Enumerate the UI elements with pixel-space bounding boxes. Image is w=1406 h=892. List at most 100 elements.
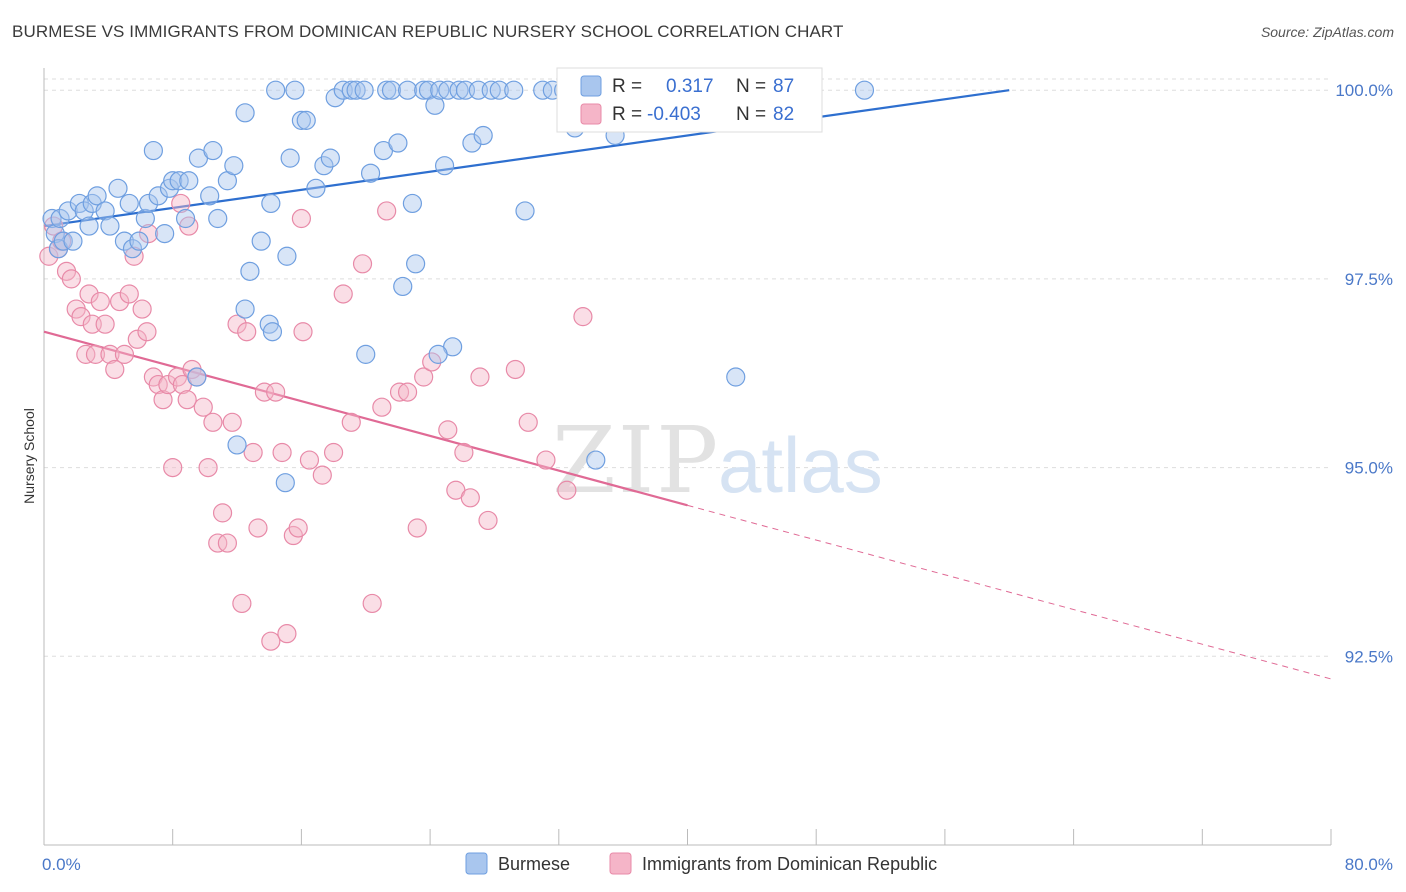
dominican-point bbox=[153, 390, 173, 410]
dominican-point bbox=[352, 254, 373, 274]
x-tick-min: 0.0% bbox=[42, 855, 81, 874]
burmese-point bbox=[377, 80, 397, 100]
burmese-point bbox=[280, 148, 300, 168]
legend-box: R = 0.317 N = 87 R = -0.403 N = 82 bbox=[556, 67, 823, 133]
dominican-point bbox=[557, 480, 577, 500]
burmese-point bbox=[381, 80, 402, 100]
burmese-point bbox=[266, 80, 286, 100]
burmese-point bbox=[208, 208, 228, 229]
dominican-point bbox=[124, 246, 144, 266]
dominican-point bbox=[79, 284, 99, 304]
burmese-point bbox=[135, 208, 155, 229]
dominican-point bbox=[536, 450, 556, 470]
dominican-point bbox=[272, 442, 292, 463]
dominican-point bbox=[44, 216, 64, 236]
burmese-point bbox=[533, 80, 553, 100]
dominican-point bbox=[407, 518, 427, 538]
burmese-point bbox=[148, 186, 168, 206]
burmese-point bbox=[87, 186, 107, 206]
dominican-point bbox=[203, 412, 223, 432]
dominican-point bbox=[397, 382, 418, 402]
dominican-point bbox=[171, 193, 191, 214]
source-label: Source: ZipAtlas.com bbox=[1260, 24, 1394, 40]
burmese-point bbox=[187, 367, 207, 387]
dominican-point bbox=[114, 344, 135, 364]
legend-n-label-burmese: N = bbox=[736, 76, 766, 97]
burmese-point bbox=[402, 193, 423, 214]
dominican-point bbox=[312, 465, 332, 485]
dominican-point bbox=[422, 352, 442, 372]
burmese-point bbox=[854, 80, 875, 100]
burmese-point bbox=[291, 110, 311, 130]
burmese-point bbox=[175, 208, 196, 229]
burmese-point bbox=[434, 156, 455, 176]
dominican-point bbox=[61, 269, 81, 289]
burmese-point bbox=[388, 133, 408, 153]
burmese-point bbox=[346, 80, 366, 100]
burmese-point bbox=[119, 193, 139, 214]
burmese-point bbox=[481, 80, 501, 100]
burmese-point bbox=[275, 473, 295, 493]
dominican-point bbox=[288, 518, 308, 538]
burmese-point bbox=[504, 80, 524, 100]
dominican-point bbox=[137, 322, 157, 342]
burmese-point bbox=[240, 261, 260, 281]
dominican-point bbox=[323, 442, 344, 463]
dominican-point bbox=[71, 307, 91, 327]
burmese-point bbox=[397, 80, 418, 100]
burmese-point bbox=[45, 224, 65, 244]
dominican-trend-dashed bbox=[687, 504, 1332, 680]
dominican-point bbox=[505, 359, 525, 380]
dominican-point bbox=[277, 624, 297, 644]
burmese-point bbox=[179, 171, 199, 191]
dominican-point bbox=[132, 299, 152, 319]
dominican-point bbox=[119, 284, 139, 304]
burmese-point bbox=[393, 276, 413, 297]
dominican-point bbox=[372, 397, 392, 417]
y-tick-label: 100.0% bbox=[1335, 81, 1393, 100]
dominican-point bbox=[212, 503, 233, 523]
burmese-point bbox=[406, 254, 426, 274]
dominican-point bbox=[291, 208, 311, 229]
dominican-point bbox=[261, 631, 281, 651]
burmese-point bbox=[169, 171, 189, 191]
burmese-point bbox=[306, 178, 326, 198]
dominican-point bbox=[573, 307, 593, 327]
burmese-point bbox=[58, 201, 78, 221]
dominican-point bbox=[95, 314, 115, 334]
burmese-point bbox=[114, 231, 135, 251]
burmese-point bbox=[296, 110, 316, 130]
dominican-point bbox=[110, 291, 130, 312]
dominican-point bbox=[299, 450, 320, 470]
legend-r-burmese: 0.317 bbox=[666, 76, 714, 97]
burmese-point bbox=[108, 178, 128, 198]
legend-r-dominican: -0.403 bbox=[647, 104, 701, 125]
y-tick-label: 95.0% bbox=[1345, 459, 1393, 478]
burmese-point bbox=[95, 201, 115, 221]
dominican-point bbox=[217, 533, 237, 553]
burmese-point bbox=[200, 186, 220, 206]
bottom-legend-swatch-burmese bbox=[465, 852, 488, 875]
burmese-point bbox=[515, 201, 535, 221]
burmese-point bbox=[143, 140, 163, 161]
dominican-point bbox=[127, 329, 147, 349]
dominican-point bbox=[232, 593, 252, 614]
burmese-point bbox=[261, 193, 281, 214]
bottom-legend-swatch-dominican bbox=[609, 852, 632, 875]
burmese-point bbox=[414, 80, 434, 100]
burmese-point bbox=[74, 201, 94, 221]
y-tick-label: 92.5% bbox=[1345, 647, 1393, 666]
dominican-point bbox=[198, 457, 218, 478]
dominican-point bbox=[193, 397, 213, 417]
dominican-point bbox=[470, 367, 490, 387]
dominican-point bbox=[254, 382, 274, 402]
dominican-point bbox=[362, 593, 382, 614]
burmese-point bbox=[122, 239, 143, 259]
legend-n-label-dominican: N = bbox=[736, 104, 766, 125]
burmese-point bbox=[203, 140, 223, 161]
burmese-point bbox=[586, 450, 606, 470]
dominican-point bbox=[105, 359, 125, 380]
dominican-point bbox=[478, 510, 498, 531]
dominican-point bbox=[163, 457, 183, 478]
